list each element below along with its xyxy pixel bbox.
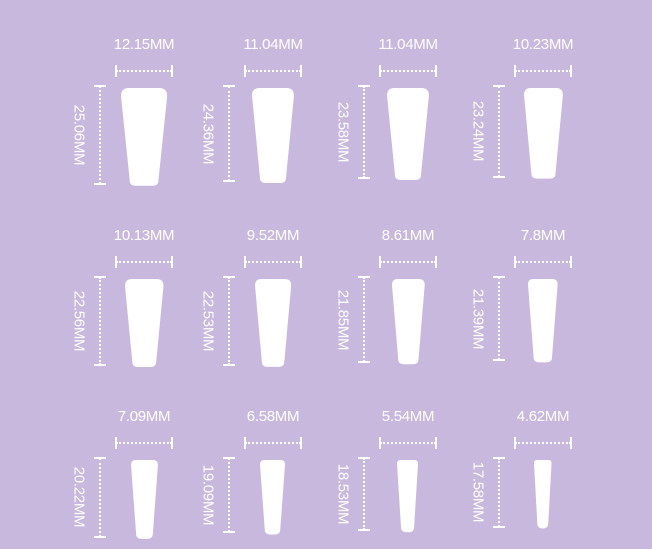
width-label: 5.54MM <box>381 408 435 425</box>
width-dimension-line <box>115 437 173 449</box>
width-label: 11.04MM <box>378 36 438 53</box>
length-label: 22.56MM <box>70 290 88 352</box>
length-dimension-line <box>223 276 235 366</box>
length-label: 21.85MM <box>334 289 352 350</box>
nail-shape <box>124 279 164 367</box>
width-label: 11.04MM <box>243 36 303 53</box>
nail-shape <box>391 279 425 365</box>
length-dimension-line <box>358 456 370 532</box>
nail-shape <box>130 460 158 539</box>
length-label: 19.09MM <box>199 465 217 526</box>
length-label: 21.39MM <box>469 288 487 349</box>
nail-shape <box>260 460 286 535</box>
length-dimension-line <box>94 85 106 185</box>
nail-shape <box>254 279 292 367</box>
length-label: 23.24MM <box>469 101 487 162</box>
length-label: 22.53MM <box>199 290 217 352</box>
length-label: 25.06MM <box>70 104 88 166</box>
width-dimension-line <box>514 256 572 268</box>
length-label: 20.22MM <box>70 467 88 528</box>
width-dimension-line <box>244 256 302 268</box>
nail-shape <box>252 88 294 184</box>
length-dimension-line <box>493 85 505 178</box>
width-dimension-line <box>244 65 302 77</box>
width-label: 10.23MM <box>512 36 574 53</box>
width-dimension-line <box>244 437 302 449</box>
width-dimension-line <box>379 437 437 449</box>
length-label: 18.53MM <box>334 463 352 525</box>
length-dimension-line <box>358 275 370 364</box>
width-dimension-line <box>115 256 173 268</box>
width-label: 12.15MM <box>113 36 175 53</box>
width-label: 10.13MM <box>113 227 175 244</box>
nail-shape <box>397 460 419 533</box>
length-label: 23.58MM <box>334 101 352 163</box>
width-label: 9.52MM <box>246 227 300 244</box>
width-dimension-line <box>514 65 572 77</box>
length-dimension-line <box>94 457 106 538</box>
width-dimension-line <box>115 65 173 77</box>
width-dimension-line <box>514 437 572 449</box>
length-label: 17.58MM <box>469 462 487 523</box>
nail-shape <box>534 460 552 529</box>
nail-shape <box>528 279 558 363</box>
nail-shape <box>523 88 563 179</box>
nail-shape <box>387 88 429 180</box>
width-label: 4.62MM <box>516 408 570 425</box>
width-dimension-line <box>379 65 437 77</box>
width-label: 8.61MM <box>381 227 435 244</box>
length-dimension-line <box>223 456 235 534</box>
width-dimension-line <box>379 256 437 268</box>
width-label: 7.09MM <box>117 408 171 425</box>
length-dimension-line <box>493 457 505 528</box>
width-label: 6.58MM <box>246 408 300 425</box>
nail-shape <box>120 88 168 186</box>
length-dimension-line <box>94 276 106 366</box>
length-label: 24.36MM <box>199 103 217 164</box>
length-dimension-line <box>358 85 370 179</box>
length-dimension-line <box>493 275 505 362</box>
length-dimension-line <box>223 85 235 182</box>
width-label: 7.8MM <box>520 227 566 244</box>
